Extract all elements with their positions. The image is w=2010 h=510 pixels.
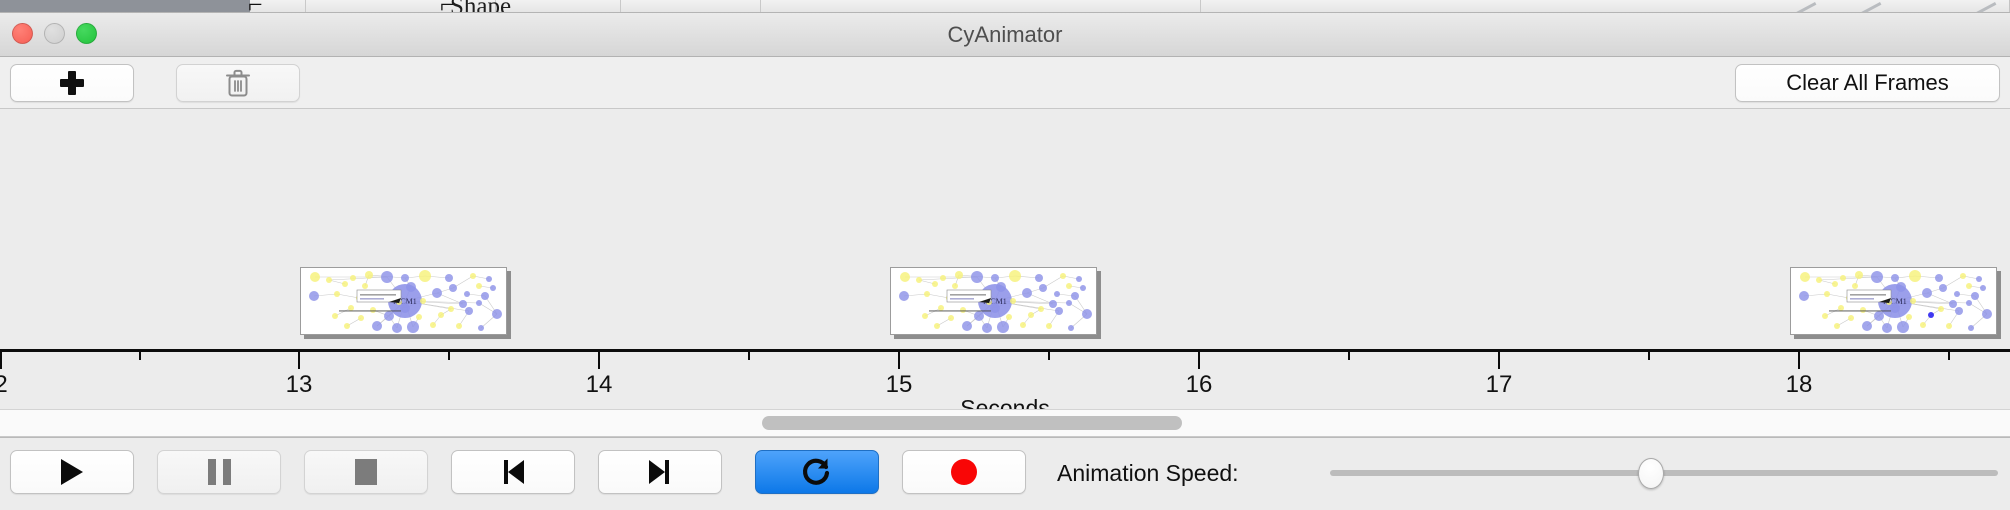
axis-tick	[0, 349, 2, 369]
horizontal-scrollbar[interactable]	[0, 409, 2010, 437]
record-icon	[951, 459, 977, 485]
network-diagram: MCM1	[301, 268, 506, 334]
background-divider	[760, 0, 761, 16]
background-divider	[495, 0, 496, 16]
window-title: CyAnimator	[947, 22, 1063, 47]
stop-icon	[355, 459, 377, 485]
background-divider	[620, 0, 621, 16]
frame-thumbnail-image: MCM1	[300, 267, 507, 335]
trash-icon	[226, 69, 250, 97]
axis-tick-label: 14	[585, 371, 613, 398]
frame-thumbnail-3[interactable]: MCM1	[1790, 267, 2003, 341]
zoom-button[interactable]	[76, 23, 97, 44]
network-diagram: MCM1	[1791, 268, 1996, 334]
play-button[interactable]	[10, 450, 134, 494]
frame-thumbnail-image: MCM1	[890, 267, 1097, 335]
axis-tick	[1798, 349, 1800, 369]
background-dark-panel	[0, 0, 250, 12]
axis-tick	[1498, 349, 1500, 369]
axis-tick-label: 18	[1785, 371, 1813, 398]
plus-icon	[59, 70, 85, 96]
axis-tick-label: 16	[1185, 371, 1213, 398]
window-controls	[12, 23, 97, 44]
skip-to-end-button[interactable]	[598, 450, 722, 494]
frame-thumbnail-2[interactable]: MCM1	[890, 267, 1103, 341]
record-button[interactable]	[902, 450, 1026, 494]
svg-text:MCM1: MCM1	[1883, 297, 1907, 306]
close-button[interactable]	[12, 23, 33, 44]
axis-tick	[448, 349, 450, 360]
pause-button[interactable]	[157, 450, 281, 494]
loop-button[interactable]	[755, 450, 879, 494]
stop-button[interactable]	[304, 450, 428, 494]
axis-tick	[1198, 349, 1200, 369]
play-icon	[61, 459, 83, 485]
timeline-axis	[0, 349, 2010, 352]
skip-back-icon	[504, 460, 524, 484]
clear-all-frames-button[interactable]: Clear All Frames	[1735, 64, 2000, 102]
background-divider	[1200, 0, 1201, 16]
frame-toolbar: Clear All Frames	[0, 57, 2010, 109]
skip-forward-icon	[649, 460, 669, 484]
window-titlebar: CyAnimator	[0, 13, 2010, 57]
skip-to-start-button[interactable]	[451, 450, 575, 494]
axis-tick	[1948, 349, 1950, 360]
axis-tick	[1348, 349, 1350, 360]
pause-icon	[207, 459, 231, 485]
axis-tick	[298, 349, 300, 369]
axis-tick-label: 13	[285, 371, 313, 398]
transport-bar: Animation Speed:	[0, 437, 2010, 507]
axis-tick	[898, 349, 900, 369]
cyanimator-window: CyAnimator Clear All Frames MCM1 MCM1 MCM1…	[0, 12, 2010, 510]
network-diagram: MCM1	[891, 268, 1096, 334]
svg-text:MCM1: MCM1	[393, 297, 417, 306]
axis-tick-label: 15	[885, 371, 913, 398]
background-divider	[305, 0, 306, 16]
frame-thumbnail-image: MCM1	[1790, 267, 1997, 335]
axis-tick	[1048, 349, 1050, 360]
axis-tick	[598, 349, 600, 369]
svg-text:MCM1: MCM1	[983, 297, 1007, 306]
animation-speed-slider[interactable]	[1330, 458, 1998, 489]
delete-frame-button[interactable]	[176, 64, 300, 102]
add-frame-button[interactable]	[10, 64, 134, 102]
timeline-panel[interactable]: MCM1 MCM1 MCM1 2 13 14 15 16 17 18 Seconds	[0, 109, 2010, 409]
axis-tick-label: 2	[0, 371, 8, 398]
animation-speed-label: Animation Speed:	[1057, 460, 1239, 486]
frame-thumbnail-1[interactable]: MCM1	[300, 267, 513, 341]
loop-icon	[802, 458, 830, 485]
scrollbar-thumb[interactable]	[762, 416, 1182, 430]
slider-thumb[interactable]	[1637, 458, 1664, 489]
axis-tick	[139, 349, 141, 360]
axis-title: Seconds	[960, 395, 1050, 409]
minimize-button[interactable]	[44, 23, 65, 44]
axis-tick	[1648, 349, 1650, 360]
slider-track	[1330, 470, 1998, 476]
axis-tick-label: 17	[1485, 371, 1513, 398]
axis-tick	[748, 349, 750, 360]
